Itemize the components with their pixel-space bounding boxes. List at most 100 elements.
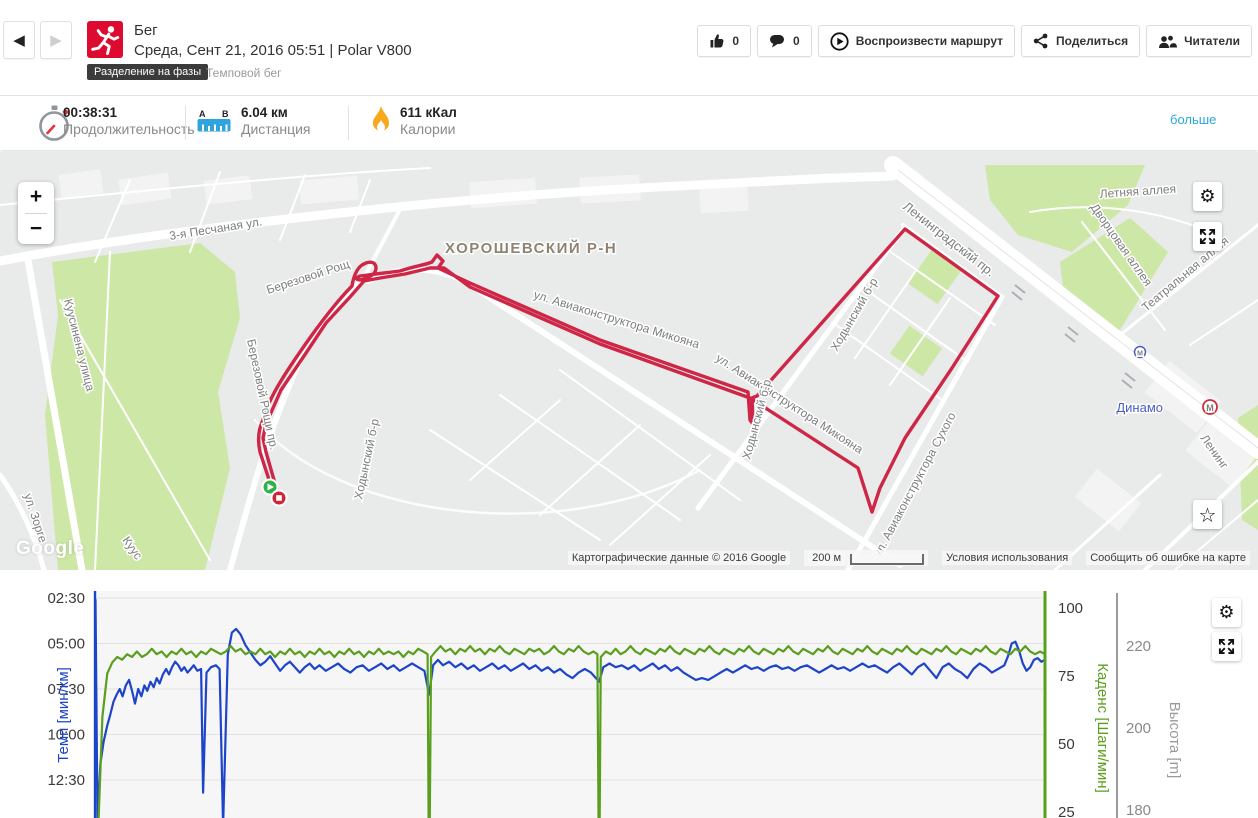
header-actions: 0 0 Воспроизвести маршрут [697, 25, 1252, 57]
svg-text:М: М [1206, 403, 1214, 413]
svg-text:100: 100 [1058, 600, 1083, 617]
arrow-right-icon: ▶ [50, 32, 62, 49]
readers-label: Читатели [1184, 34, 1240, 48]
svg-text:Темп [мин/км]: Темп [мин/км] [55, 667, 72, 763]
street-label: ул. Авиаконструктора Микояна [713, 351, 866, 457]
star-icon: ☆ [1198, 502, 1217, 527]
metro-station-label: Динамо [1116, 400, 1163, 415]
gear-icon: ⚙ [1218, 601, 1235, 623]
svg-text:12:30: 12:30 [47, 772, 85, 789]
map-report-link[interactable]: Сообщить об ошибке на карте [1086, 551, 1250, 565]
route-end-marker [270, 489, 288, 507]
runner-icon [91, 25, 120, 55]
map-attribution: Картографические данные © 2016 Google [567, 551, 791, 565]
traffic-arrow-icons [964, 247, 1136, 389]
map-attribution-bar: Картографические данные © 2016 Google 20… [567, 550, 1258, 566]
svg-text:Высота [m]: Высота [m] [1166, 702, 1183, 779]
map-scale-bar [850, 554, 925, 565]
comment-count: 0 [793, 34, 800, 48]
street-label: Березовой Рощ [265, 257, 352, 297]
summary-stats-bar: 00:38:31 Продолжительность A B 6.04 км Д… [0, 96, 1258, 150]
map-scale-label: 200 м [808, 551, 846, 565]
like-button[interactable]: 0 [697, 25, 751, 57]
page-title: Бег [134, 22, 158, 39]
expand-icon [1199, 228, 1216, 245]
calories-label: Калории [400, 121, 456, 137]
duration-value: 00:38:31 [63, 105, 118, 120]
session-subtitle: Среда, Сент 21, 2016 05:51 | Polar V800 [134, 42, 412, 59]
play-circle-icon [830, 31, 849, 51]
zoom-out-button[interactable]: − [29, 216, 43, 240]
svg-text:05:00: 05:00 [47, 636, 85, 653]
distance-label: Дистанция [241, 121, 311, 137]
like-count: 0 [732, 34, 739, 48]
metro-dinamo-icon: М [1202, 399, 1218, 415]
gear-icon: ⚙ [1199, 185, 1216, 207]
play-route-button[interactable]: Воспроизвести маршрут [817, 25, 1016, 57]
map-scale: 200 м [804, 550, 929, 566]
share-icon [1033, 33, 1048, 49]
chart-fullscreen-button[interactable] [1212, 632, 1241, 661]
arrow-left-icon: ◀ [13, 32, 25, 49]
metro-station-icon: М [1133, 345, 1147, 359]
performance-chart-section: 02:30 05:00 07:30 10:00 12:30 100 75 50 25 220 200… [0, 570, 1258, 818]
distance-ruler-icon: A B [197, 108, 231, 139]
route-start-marker [261, 478, 279, 496]
chart-canvas[interactable]: 02:30 05:00 07:30 10:00 12:30 100 75 50 25 220 200… [0, 585, 1258, 818]
divider [348, 106, 349, 140]
map-canvas: М М Динамо ХОРОШЕВСКИЙ Р-Н 3-я Песчаная … [0, 156, 1258, 570]
route-map[interactable]: М М Динамо ХОРОШЕВСКИЙ Р-Н 3-я Песчаная … [0, 152, 1258, 570]
svg-text:07:30: 07:30 [47, 681, 85, 698]
comment-icon [770, 35, 784, 48]
divider [25, 212, 47, 214]
svg-text:200: 200 [1126, 720, 1151, 737]
calories-stat: 611 кКал Калории [400, 105, 457, 137]
svg-text:A: A [199, 109, 206, 119]
session-type-label: Темповой бег [206, 66, 282, 80]
svg-text:25: 25 [1058, 804, 1075, 818]
street-label: Летняя аллея [1099, 182, 1176, 201]
street-label: Ходынский б-р [351, 417, 382, 501]
previous-session-button[interactable]: ◀ [3, 21, 35, 59]
share-label: Поделиться [1056, 34, 1129, 48]
map-zoom-control: + − [18, 182, 54, 244]
map-settings-button[interactable]: ⚙ [1193, 182, 1222, 211]
chart-settings-button[interactable]: ⚙ [1212, 598, 1241, 627]
flame-icon [370, 105, 392, 142]
readers-button[interactable]: Читатели [1146, 25, 1252, 57]
distance-value: 6.04 км [241, 105, 288, 120]
comment-button[interactable]: 0 [757, 25, 812, 57]
expand-icon [1218, 638, 1235, 655]
svg-text:50: 50 [1058, 736, 1075, 753]
pace-line [94, 598, 1047, 818]
district-label: ХОРОШЕВСКИЙ Р-Н [445, 239, 617, 257]
people-icon [1159, 35, 1178, 48]
map-favorite-button[interactable]: ☆ [1193, 500, 1222, 529]
distance-stat: 6.04 км Дистанция [241, 105, 311, 137]
cadence-line [97, 645, 1047, 818]
chart-axis-titles: Темп [мин/км] Каденс [Шаги/мин] Высота [m] [55, 663, 1183, 793]
stopwatch-icon [33, 102, 75, 149]
duration-label: Продолжительность [63, 121, 195, 137]
share-button[interactable]: Поделиться [1021, 25, 1141, 57]
chart-series [94, 598, 1047, 818]
phases-tag[interactable]: Разделение на фазы [87, 64, 209, 80]
highway-median [897, 169, 1258, 449]
more-link[interactable]: больше [1170, 112, 1217, 127]
map-terms-link[interactable]: Условия использования [942, 551, 1073, 565]
svg-text:Каденс [Шаги/мин]: Каденс [Шаги/мин] [1094, 663, 1111, 793]
next-session-button[interactable]: ▶ [40, 21, 72, 59]
svg-text:220: 220 [1126, 638, 1151, 655]
plot-background [95, 591, 1045, 818]
map-fullscreen-button[interactable] [1193, 222, 1222, 251]
chart-tick-labels: 02:30 05:00 07:30 10:00 12:30 100 75 50 25 220 200… [47, 590, 1151, 818]
thumbs-up-icon [710, 34, 724, 48]
zoom-in-button[interactable]: + [29, 185, 43, 209]
svg-text:М: М [1137, 351, 1143, 358]
svg-text:180: 180 [1126, 802, 1151, 818]
divider [185, 106, 186, 140]
running-sport-icon [87, 21, 123, 58]
calories-value: 611 кКал [400, 105, 457, 120]
street-label: 3-я Песчаная ул. [168, 214, 263, 243]
